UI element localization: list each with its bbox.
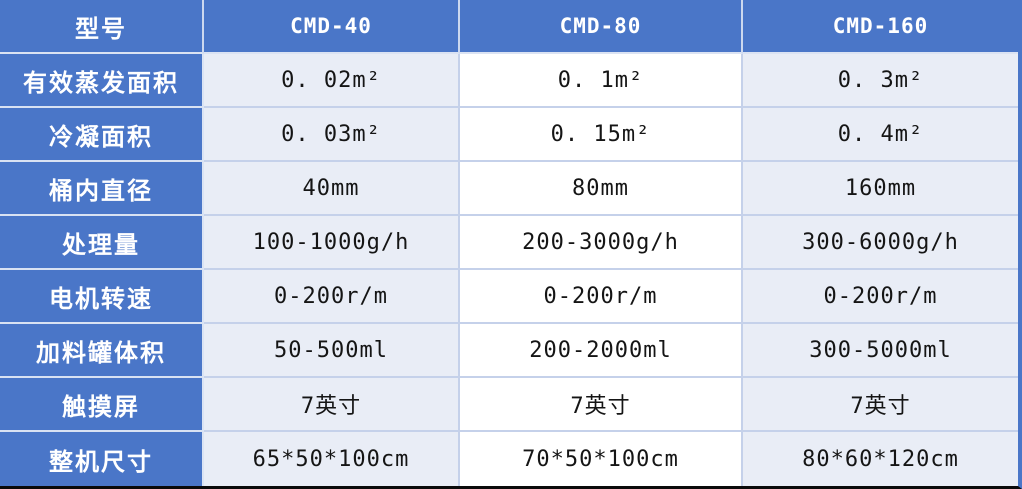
- row-label-condensation-area: 冷凝面积: [0, 108, 204, 162]
- cell-feed-tank-volume-cmd-160: 300-5000ml: [743, 324, 1018, 378]
- cell-evaporation-area-cmd-80: 0. 1m²: [460, 54, 743, 108]
- cell-motor-speed-cmd-80: 0-200r/m: [460, 270, 743, 324]
- header-cell-model-label: 型号: [0, 0, 204, 54]
- cell-throughput-cmd-80: 200-3000g/h: [460, 216, 743, 270]
- spec-row-touchscreen: 触摸屏 7英寸 7英寸 7英寸: [0, 378, 1018, 432]
- spec-row-feed-tank-volume: 加料罐体积 50-500ml 200-2000ml 300-5000ml: [0, 324, 1018, 378]
- cell-condensation-area-cmd-80: 0. 15m²: [460, 108, 743, 162]
- row-label-barrel-diameter: 桶内直径: [0, 162, 204, 216]
- spec-row-evaporation-area: 有效蒸发面积 0. 02m² 0. 1m² 0. 3m²: [0, 54, 1018, 108]
- cell-condensation-area-cmd-160: 0. 4m²: [743, 108, 1018, 162]
- cell-motor-speed-cmd-160: 0-200r/m: [743, 270, 1018, 324]
- header-cell-cmd-160: CMD-160: [743, 0, 1018, 54]
- cell-machine-size-cmd-40: 65*50*100cm: [204, 432, 460, 486]
- row-label-feed-tank-volume: 加料罐体积: [0, 324, 204, 378]
- row-label-throughput: 处理量: [0, 216, 204, 270]
- cell-machine-size-cmd-160: 80*60*120cm: [743, 432, 1018, 486]
- cell-feed-tank-volume-cmd-40: 50-500ml: [204, 324, 460, 378]
- cell-touchscreen-cmd-160: 7英寸: [743, 378, 1018, 432]
- row-label-touchscreen: 触摸屏: [0, 378, 204, 432]
- cell-evaporation-area-cmd-40: 0. 02m²: [204, 54, 460, 108]
- header-cell-cmd-40: CMD-40: [204, 0, 460, 54]
- cell-motor-speed-cmd-40: 0-200r/m: [204, 270, 460, 324]
- cell-condensation-area-cmd-40: 0. 03m²: [204, 108, 460, 162]
- cell-barrel-diameter-cmd-40: 40mm: [204, 162, 460, 216]
- spec-row-condensation-area: 冷凝面积 0. 03m² 0. 15m² 0. 4m²: [0, 108, 1018, 162]
- cell-throughput-cmd-160: 300-6000g/h: [743, 216, 1018, 270]
- cell-barrel-diameter-cmd-160: 160mm: [743, 162, 1018, 216]
- cell-touchscreen-cmd-40: 7英寸: [204, 378, 460, 432]
- row-label-machine-size: 整机尺寸: [0, 432, 204, 486]
- row-label-motor-speed: 电机转速: [0, 270, 204, 324]
- cell-barrel-diameter-cmd-80: 80mm: [460, 162, 743, 216]
- spec-table-header-row: 型号 CMD-40 CMD-80 CMD-160: [0, 0, 1018, 54]
- spec-row-machine-size: 整机尺寸 65*50*100cm 70*50*100cm 80*60*120cm: [0, 432, 1018, 486]
- cell-touchscreen-cmd-80: 7英寸: [460, 378, 743, 432]
- spec-row-barrel-diameter: 桶内直径 40mm 80mm 160mm: [0, 162, 1018, 216]
- cell-feed-tank-volume-cmd-80: 200-2000ml: [460, 324, 743, 378]
- cell-evaporation-area-cmd-160: 0. 3m²: [743, 54, 1018, 108]
- cell-throughput-cmd-40: 100-1000g/h: [204, 216, 460, 270]
- spec-row-motor-speed: 电机转速 0-200r/m 0-200r/m 0-200r/m: [0, 270, 1018, 324]
- header-cell-cmd-80: CMD-80: [460, 0, 743, 54]
- row-label-evaporation-area: 有效蒸发面积: [0, 54, 204, 108]
- cell-machine-size-cmd-80: 70*50*100cm: [460, 432, 743, 486]
- spec-row-throughput: 处理量 100-1000g/h 200-3000g/h 300-6000g/h: [0, 216, 1018, 270]
